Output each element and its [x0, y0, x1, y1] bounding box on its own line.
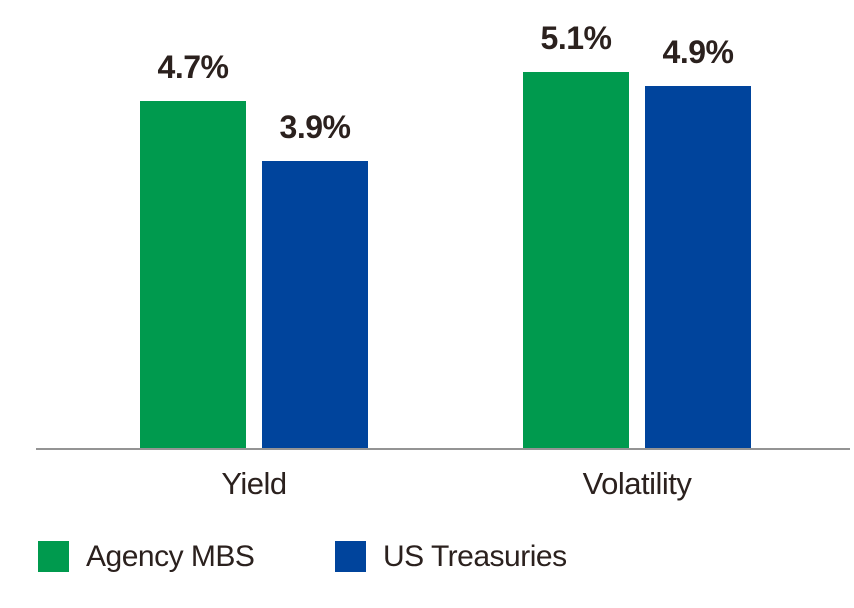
legend-swatch-us-treasuries	[335, 541, 366, 572]
x-axis-line	[36, 448, 850, 450]
value-label-us-treasuries-yield: 3.9%	[279, 109, 351, 145]
x-label-volatility: Volatility	[582, 466, 692, 501]
legend-item-us-treasuries: US Treasuries	[335, 540, 567, 573]
value-label-us-treasuries-volatility: 4.9%	[662, 34, 734, 70]
value-label-agency-mbs-volatility: 5.1%	[540, 20, 612, 56]
legend-item-agency-mbs: Agency MBS	[38, 539, 255, 573]
bar-us-treasuries-volatility	[645, 86, 751, 450]
value-label-agency-mbs-yield: 4.7%	[157, 49, 229, 85]
bar-agency-mbs-volatility	[523, 72, 629, 450]
legend-label-agency-mbs: Agency MBS	[86, 539, 255, 573]
legend-label-us-treasuries: US Treasuries	[383, 539, 567, 573]
x-label-yield: Yield	[221, 466, 287, 501]
bar-us-treasuries-yield	[262, 161, 368, 450]
bar-agency-mbs-yield	[140, 101, 246, 450]
legend-swatch-agency-mbs	[38, 541, 69, 572]
